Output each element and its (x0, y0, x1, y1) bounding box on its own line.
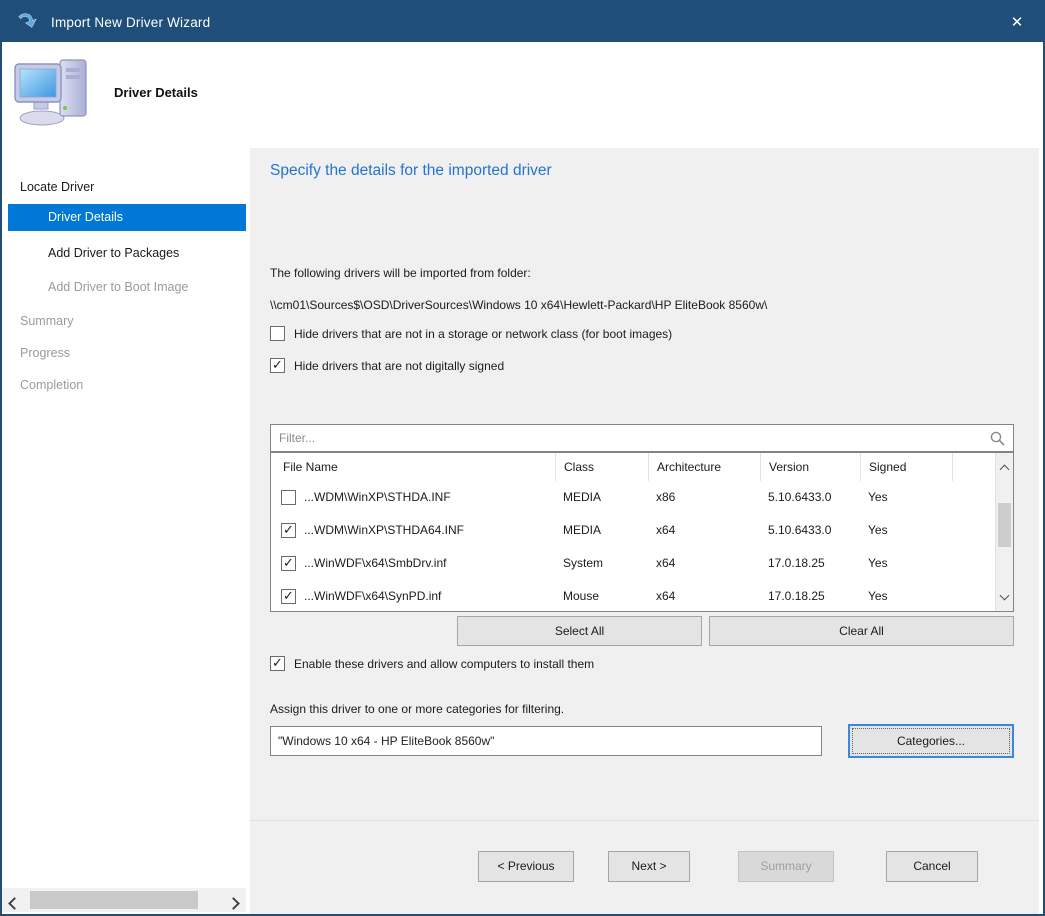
cell-class: System (563, 556, 604, 570)
nav-item-locate-driver[interactable]: Locate Driver (20, 180, 95, 194)
import-wizard-icon (18, 12, 37, 28)
clear-all-button[interactable]: Clear All (709, 616, 1014, 646)
cell-version: 17.0.18.25 (768, 589, 825, 603)
nav-item-driver-details[interactable]: Driver Details (8, 204, 246, 231)
hide-unsigned-label: Hide drivers that are not digitally sign… (294, 358, 505, 373)
cell-version: 5.10.6433.0 (768, 490, 832, 504)
categories-button[interactable]: Categories... (848, 724, 1014, 758)
select-all-button[interactable]: Select All (457, 616, 702, 646)
column-header-signed[interactable]: Signed (860, 453, 952, 481)
row-checkbox[interactable] (281, 490, 296, 505)
import-folder-path: \\cm01\Sources$\OSD\DriverSources\Window… (270, 298, 768, 312)
nav-item-completion: Completion (20, 378, 84, 392)
cell-version: 5.10.6433.0 (768, 523, 832, 537)
content-heading: Specify the details for the imported dri… (270, 162, 552, 179)
page-title: Driver Details (114, 85, 198, 100)
next-button[interactable]: Next > (608, 851, 690, 882)
scroll-left-icon[interactable] (8, 895, 21, 913)
filter-input[interactable] (277, 427, 971, 449)
nav-item-add-driver-to-boot-image: Add Driver to Boot Image (48, 280, 189, 294)
enable-drivers-checkbox[interactable] (270, 655, 285, 671)
cell-signed: Yes (868, 589, 888, 603)
table-row[interactable]: ...WDM\WinXP\STHDA64.INF MEDIA x64 5.10.… (271, 514, 996, 547)
cell-version: 17.0.18.25 (768, 556, 825, 570)
driver-list: File Name Class Architecture Version Sig… (270, 452, 1014, 612)
column-header-file-name[interactable]: File Name (283, 460, 338, 474)
wizard-header: Driver Details (2, 42, 1043, 140)
list-vertical-scrollbar (995, 453, 1013, 611)
sidebar-horizontal-scrollbar (2, 888, 246, 912)
scroll-right-icon[interactable] (227, 895, 240, 913)
cell-class: Mouse (563, 589, 600, 603)
cell-class: MEDIA (563, 490, 602, 504)
cell-arch: x64 (656, 556, 676, 570)
column-header-spacer (952, 453, 996, 481)
cell-signed: Yes (868, 490, 888, 504)
cell-arch: x64 (656, 523, 676, 537)
horizontal-scroll-thumb[interactable] (30, 891, 198, 909)
driver-list-header: File Name Class Architecture Version Sig… (271, 453, 996, 481)
column-header-class[interactable]: Class (555, 453, 648, 481)
filter-box (270, 424, 1014, 452)
cancel-button[interactable]: Cancel (886, 851, 978, 882)
table-row[interactable]: ...WinWDF\x64\SynPD.inf Mouse x64 17.0.1… (271, 580, 996, 613)
search-icon (990, 431, 1005, 446)
hide-unsigned-checkbox-row: Hide drivers that are not digitally sign… (270, 357, 505, 373)
cell-signed: Yes (868, 556, 888, 570)
category-input[interactable] (270, 726, 822, 756)
cell-arch: x64 (656, 589, 676, 603)
enable-drivers-label: Enable these drivers and allow computers… (294, 656, 595, 671)
cell-file-name: ...WDM\WinXP\STHDA64.INF (304, 523, 465, 537)
column-header-architecture[interactable]: Architecture (648, 453, 760, 481)
window-title: Import New Driver Wizard (51, 14, 211, 30)
hide-storage-checkbox[interactable] (270, 326, 285, 341)
nav-item-progress: Progress (20, 346, 71, 360)
import-folder-intro: The following drivers will be imported f… (270, 266, 531, 280)
close-icon[interactable]: ✕ (1010, 14, 1024, 31)
wizard-nav-sidebar: Locate Driver Driver Details Add Driver … (2, 140, 246, 886)
nav-item-add-driver-to-packages[interactable]: Add Driver to Packages (48, 246, 180, 260)
hide-storage-label: Hide drivers that are not in a storage o… (294, 326, 673, 341)
cell-file-name: ...WDM\WinXP\STHDA.INF (304, 490, 451, 504)
summary-button: Summary (738, 851, 834, 882)
wizard-content-panel: Specify the details for the imported dri… (250, 148, 1039, 914)
nav-item-summary: Summary (20, 314, 74, 328)
previous-button[interactable]: < Previous (478, 851, 574, 882)
table-row[interactable]: ...WDM\WinXP\STHDA.INF MEDIA x86 5.10.64… (271, 481, 996, 514)
scroll-up-icon[interactable] (999, 460, 1010, 478)
computer-icon (14, 59, 87, 126)
category-label: Assign this driver to one or more catego… (270, 702, 565, 716)
enable-drivers-checkbox-row: Enable these drivers and allow computers… (270, 655, 595, 671)
cell-file-name: ...WinWDF\x64\SynPD.inf (304, 589, 442, 603)
title-bar: Import New Driver Wizard (2, 2, 1043, 42)
row-checkbox[interactable] (281, 588, 296, 604)
hide-unsigned-checkbox[interactable] (270, 357, 285, 373)
cell-class: MEDIA (563, 523, 602, 537)
cell-signed: Yes (868, 523, 888, 537)
wizard-footer: < Previous Next > Summary Cancel (250, 820, 1039, 914)
column-header-version[interactable]: Version (760, 453, 860, 481)
row-checkbox[interactable] (281, 555, 296, 571)
table-row[interactable]: ...WinWDF\x64\SmbDrv.inf System x64 17.0… (271, 547, 996, 580)
vertical-scroll-thumb[interactable] (998, 503, 1011, 547)
hide-storage-checkbox-row: Hide drivers that are not in a storage o… (270, 326, 672, 341)
row-checkbox[interactable] (281, 522, 296, 538)
cell-file-name: ...WinWDF\x64\SmbDrv.inf (304, 556, 447, 570)
cell-arch: x86 (656, 490, 676, 504)
scroll-down-icon[interactable] (999, 586, 1010, 604)
